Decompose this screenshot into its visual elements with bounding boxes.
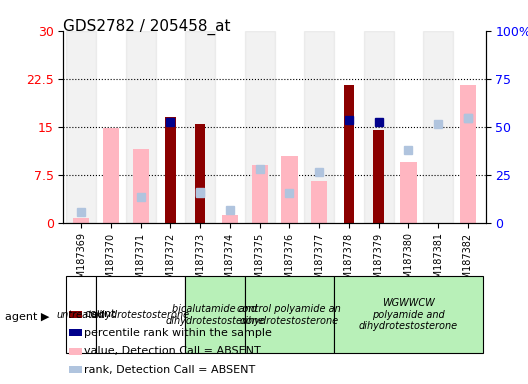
- Text: bicalutamide and
dihydrotestosterone: bicalutamide and dihydrotestosterone: [165, 304, 265, 326]
- Bar: [281, 156, 298, 223]
- Text: GDS2782 / 205458_at: GDS2782 / 205458_at: [63, 19, 231, 35]
- Bar: [126, 31, 156, 223]
- Bar: [103, 128, 119, 223]
- Bar: [304, 31, 334, 223]
- Text: untreated: untreated: [57, 310, 105, 320]
- Bar: [364, 31, 393, 223]
- Text: rank, Detection Call = ABSENT: rank, Detection Call = ABSENT: [84, 365, 256, 375]
- Bar: [133, 149, 149, 223]
- Bar: [251, 165, 268, 223]
- Text: count: count: [84, 310, 116, 319]
- Bar: [67, 31, 96, 223]
- Text: control polyamide an
dihydrotestosterone: control polyamide an dihydrotestosterone: [238, 304, 341, 326]
- Bar: [373, 130, 384, 223]
- Bar: [73, 218, 89, 223]
- Bar: [423, 31, 453, 223]
- Bar: [245, 31, 275, 223]
- Text: WGWWCW
polyamide and
dihydrotestosterone: WGWWCW polyamide and dihydrotestosterone: [359, 298, 458, 331]
- Text: dihydrotestosterone: dihydrotestosterone: [91, 310, 190, 320]
- Bar: [344, 85, 354, 223]
- Bar: [400, 162, 417, 223]
- Bar: [165, 117, 176, 223]
- Bar: [460, 85, 476, 223]
- Text: value, Detection Call = ABSENT: value, Detection Call = ABSENT: [84, 346, 261, 356]
- Text: agent ▶: agent ▶: [5, 312, 50, 322]
- Bar: [185, 31, 215, 223]
- Bar: [222, 215, 238, 223]
- Bar: [195, 124, 205, 223]
- Text: percentile rank within the sample: percentile rank within the sample: [84, 328, 272, 338]
- Bar: [311, 181, 327, 223]
